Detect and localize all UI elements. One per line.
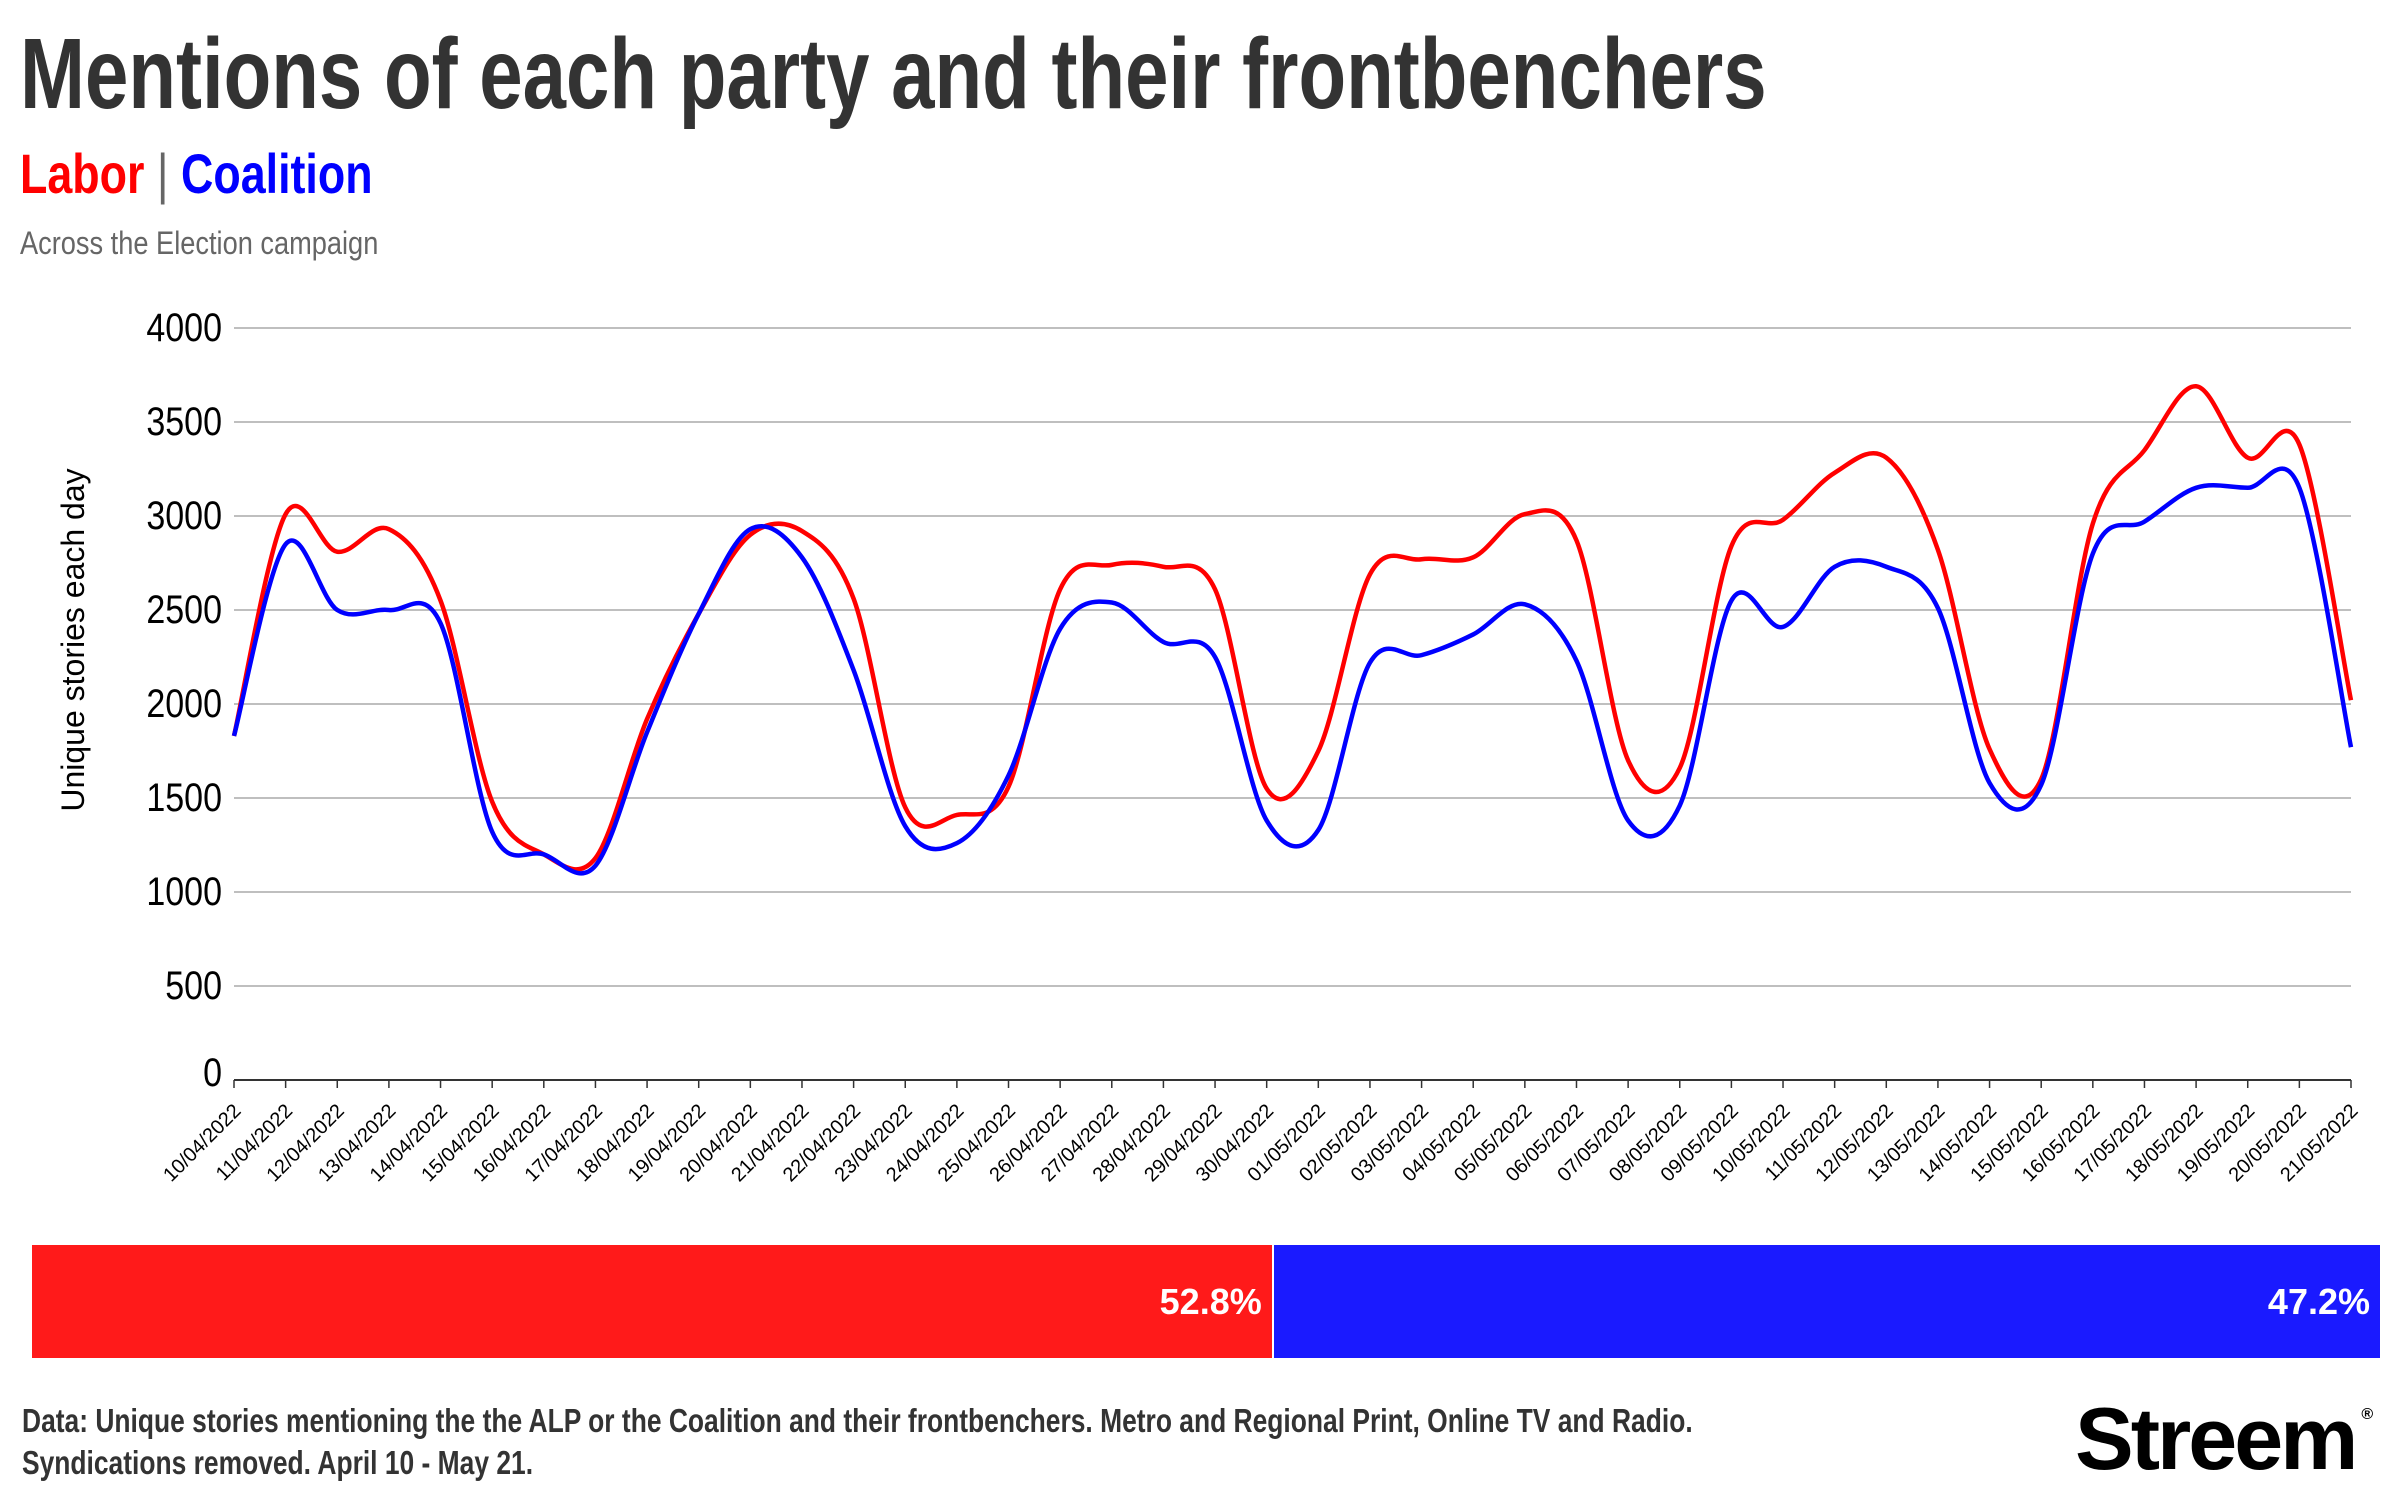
chart-title: Mentions of each party and their frontbe… <box>20 18 1767 130</box>
y-tick-label: 2000 <box>146 680 222 725</box>
y-axis-label: Unique stories each day <box>55 468 91 811</box>
y-tick-label: 4000 <box>146 304 222 349</box>
y-tick-label: 0 <box>203 1049 222 1094</box>
y-tick-label: 3000 <box>146 492 222 537</box>
footer-note: Data: Unique stories mentioning the the … <box>22 1400 1693 1484</box>
series-line-labor <box>231 384 2354 872</box>
share-divider <box>1271 1245 1274 1358</box>
y-tick-label: 1000 <box>146 868 222 913</box>
coalition-share-label: 47.2% <box>2267 1280 2370 1322</box>
legend-labor: Labor <box>20 142 145 205</box>
legend-coalition: Coalition <box>180 142 373 205</box>
chart-subtitle: Across the Election campaign <box>20 225 379 261</box>
footer-line-2: Syndications removed. April 10 - May 21. <box>22 1444 534 1481</box>
logo-text: Streem <box>2075 1389 2358 1488</box>
y-tick-label: 3500 <box>146 398 222 443</box>
footer-line-1: Data: Unique stories mentioning the the … <box>22 1402 1693 1439</box>
y-tick-label: 500 <box>165 962 222 1007</box>
legend: Labor | Coalition <box>20 142 373 206</box>
legend-separator: | <box>156 142 169 205</box>
series-line-coalition <box>231 466 2354 876</box>
labor-share-segment: 52.8% <box>32 1245 1272 1358</box>
streem-logo: Streem ® <box>2075 1388 2373 1490</box>
labor-share-label: 52.8% <box>1159 1280 1262 1322</box>
registered-mark: ® <box>2361 1406 2374 1423</box>
y-tick-label: 1500 <box>146 774 222 819</box>
share-bar: 52.8% 47.2% <box>32 1245 2380 1358</box>
y-tick-label: 2500 <box>146 586 222 631</box>
coalition-share-segment: 47.2% <box>1273 1245 2380 1358</box>
